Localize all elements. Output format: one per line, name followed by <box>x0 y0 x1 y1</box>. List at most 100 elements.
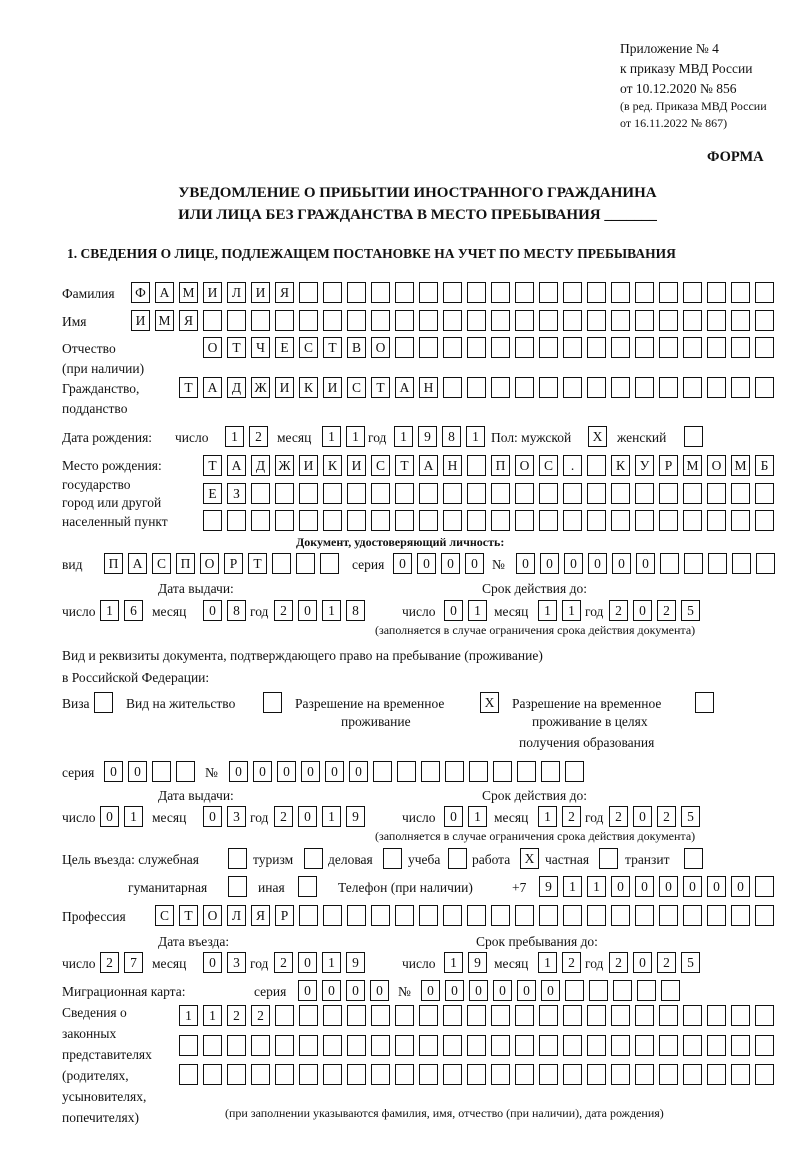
char-box[interactable] <box>419 483 438 504</box>
char-box[interactable] <box>755 510 774 531</box>
char-box[interactable]: 1 <box>468 600 487 621</box>
char-box[interactable]: Ч <box>251 337 270 358</box>
char-box[interactable] <box>347 483 366 504</box>
char-box[interactable]: Е <box>203 483 222 504</box>
char-box[interactable]: 3 <box>227 952 246 973</box>
char-box[interactable]: 2 <box>609 952 628 973</box>
char-box[interactable]: 0 <box>659 876 678 897</box>
char-box[interactable] <box>731 905 750 926</box>
char-box[interactable]: 0 <box>203 952 222 973</box>
char-box[interactable]: 2 <box>609 806 628 827</box>
char-box[interactable]: 1 <box>322 806 341 827</box>
char-box[interactable] <box>683 310 702 331</box>
char-box[interactable]: Б <box>755 455 774 476</box>
char-box[interactable] <box>421 761 440 782</box>
char-box[interactable]: Т <box>179 377 198 398</box>
char-box[interactable]: 0 <box>322 980 341 1001</box>
char-box[interactable]: А <box>128 553 147 574</box>
char-box[interactable] <box>541 761 560 782</box>
char-box[interactable]: К <box>323 455 342 476</box>
char-box[interactable] <box>251 1035 270 1056</box>
char-box[interactable] <box>323 1064 342 1085</box>
char-box[interactable] <box>395 483 414 504</box>
char-box[interactable] <box>515 510 534 531</box>
char-box[interactable] <box>755 1005 774 1026</box>
char-box[interactable]: 1 <box>468 806 487 827</box>
char-box[interactable]: Т <box>395 455 414 476</box>
char-box[interactable] <box>611 310 630 331</box>
char-box[interactable]: С <box>152 553 171 574</box>
char-box[interactable] <box>517 761 536 782</box>
char-box[interactable] <box>708 553 727 574</box>
char-box[interactable] <box>755 377 774 398</box>
char-box[interactable]: 0 <box>465 553 484 574</box>
char-box[interactable] <box>251 1064 270 1085</box>
char-box[interactable] <box>756 553 775 574</box>
char-box[interactable]: 9 <box>346 806 365 827</box>
char-box[interactable] <box>323 310 342 331</box>
char-box[interactable]: О <box>203 905 222 926</box>
char-box[interactable] <box>731 1035 750 1056</box>
char-box[interactable] <box>755 310 774 331</box>
char-box[interactable]: 5 <box>681 952 700 973</box>
char-box[interactable]: 1 <box>538 600 557 621</box>
char-box[interactable]: 0 <box>128 761 147 782</box>
char-box[interactable] <box>397 761 416 782</box>
char-box[interactable]: 0 <box>298 952 317 973</box>
char-box[interactable]: 0 <box>253 761 272 782</box>
char-box[interactable] <box>419 510 438 531</box>
char-box[interactable]: . <box>563 455 582 476</box>
char-box[interactable] <box>659 310 678 331</box>
char-box[interactable]: 2 <box>562 952 581 973</box>
char-box[interactable] <box>419 905 438 926</box>
char-box[interactable] <box>203 510 222 531</box>
char-box[interactable]: В <box>347 337 366 358</box>
char-box[interactable] <box>539 310 558 331</box>
char-box[interactable]: 0 <box>493 980 512 1001</box>
char-box[interactable]: 2 <box>562 806 581 827</box>
char-box[interactable] <box>227 1035 246 1056</box>
char-box[interactable] <box>443 905 462 926</box>
char-box[interactable]: С <box>347 377 366 398</box>
char-box[interactable] <box>299 310 318 331</box>
char-box[interactable]: X <box>480 692 499 713</box>
char-box[interactable] <box>539 1035 558 1056</box>
char-box[interactable]: О <box>707 455 726 476</box>
char-box[interactable] <box>395 510 414 531</box>
char-box[interactable]: 1 <box>538 806 557 827</box>
char-box[interactable] <box>731 1005 750 1026</box>
char-box[interactable]: Л <box>227 282 246 303</box>
char-box[interactable]: Т <box>227 337 246 358</box>
char-box[interactable] <box>563 510 582 531</box>
char-box[interactable] <box>731 282 750 303</box>
char-box[interactable]: 8 <box>227 600 246 621</box>
char-box[interactable] <box>419 282 438 303</box>
char-box[interactable] <box>467 282 486 303</box>
char-box[interactable] <box>493 761 512 782</box>
char-box[interactable] <box>659 483 678 504</box>
char-box[interactable] <box>587 1035 606 1056</box>
char-box[interactable]: И <box>347 455 366 476</box>
char-box[interactable] <box>371 1005 390 1026</box>
char-box[interactable] <box>755 1035 774 1056</box>
char-box[interactable]: 0 <box>203 600 222 621</box>
char-box[interactable] <box>635 1035 654 1056</box>
char-box[interactable] <box>515 1005 534 1026</box>
char-box[interactable] <box>539 1005 558 1026</box>
char-box[interactable]: К <box>299 377 318 398</box>
char-box[interactable]: Ж <box>275 455 294 476</box>
char-box[interactable] <box>203 310 222 331</box>
char-box[interactable] <box>660 553 679 574</box>
char-box[interactable] <box>323 510 342 531</box>
char-box[interactable]: Ф <box>131 282 150 303</box>
char-box[interactable] <box>299 510 318 531</box>
char-box[interactable] <box>275 1005 294 1026</box>
char-box[interactable] <box>683 1005 702 1026</box>
char-box[interactable]: 0 <box>541 980 560 1001</box>
char-box[interactable]: А <box>155 282 174 303</box>
char-box[interactable] <box>659 1005 678 1026</box>
char-box[interactable]: 0 <box>370 980 389 1001</box>
char-box[interactable] <box>371 1064 390 1085</box>
char-box[interactable] <box>515 282 534 303</box>
char-box[interactable]: 0 <box>611 876 630 897</box>
